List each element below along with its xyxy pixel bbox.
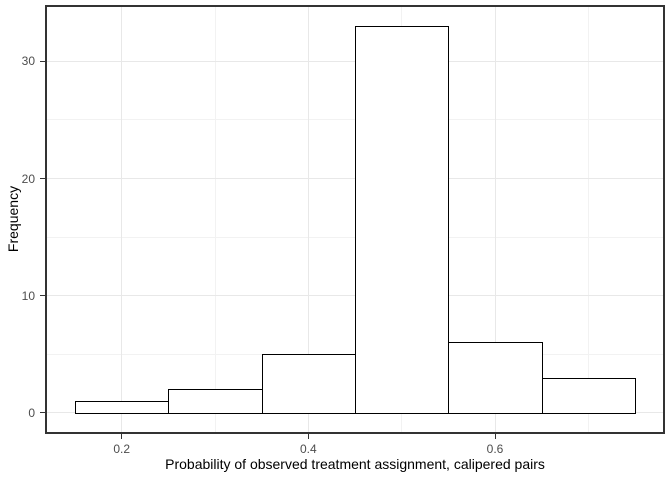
x-minor-gridline xyxy=(214,7,216,432)
histogram-bar xyxy=(448,342,543,414)
plot-panel xyxy=(45,5,665,434)
y-axis-title: Frequency xyxy=(5,185,21,253)
y-tick-mark xyxy=(40,60,45,62)
x-major-gridline xyxy=(121,7,123,432)
x-tick-label: 0.2 xyxy=(113,442,130,456)
x-major-gridline xyxy=(494,7,496,432)
y-tick-label: 0 xyxy=(28,405,35,420)
y-tick-mark xyxy=(40,178,45,180)
y-tick-label: 10 xyxy=(21,288,35,303)
x-tick-label: 0.6 xyxy=(486,442,504,456)
x-major-gridline xyxy=(307,7,309,432)
histogram-bar xyxy=(261,354,356,414)
x-tick-label: 0.4 xyxy=(299,442,317,456)
histogram-bar xyxy=(168,389,263,414)
x-minor-gridline xyxy=(587,7,589,432)
x-tick-mark xyxy=(307,434,309,439)
x-axis-title: Probability of observed treatment assign… xyxy=(165,456,545,472)
y-tick-label: 30 xyxy=(21,54,35,69)
y-tick-mark xyxy=(40,295,45,297)
x-tick-mark xyxy=(494,434,496,439)
histogram-bar xyxy=(355,26,450,414)
y-tick-mark xyxy=(40,412,45,414)
histogram-bar xyxy=(541,377,636,414)
y-tick-label: 20 xyxy=(21,171,35,186)
x-tick-mark xyxy=(121,434,123,439)
bars-layer xyxy=(47,7,663,432)
